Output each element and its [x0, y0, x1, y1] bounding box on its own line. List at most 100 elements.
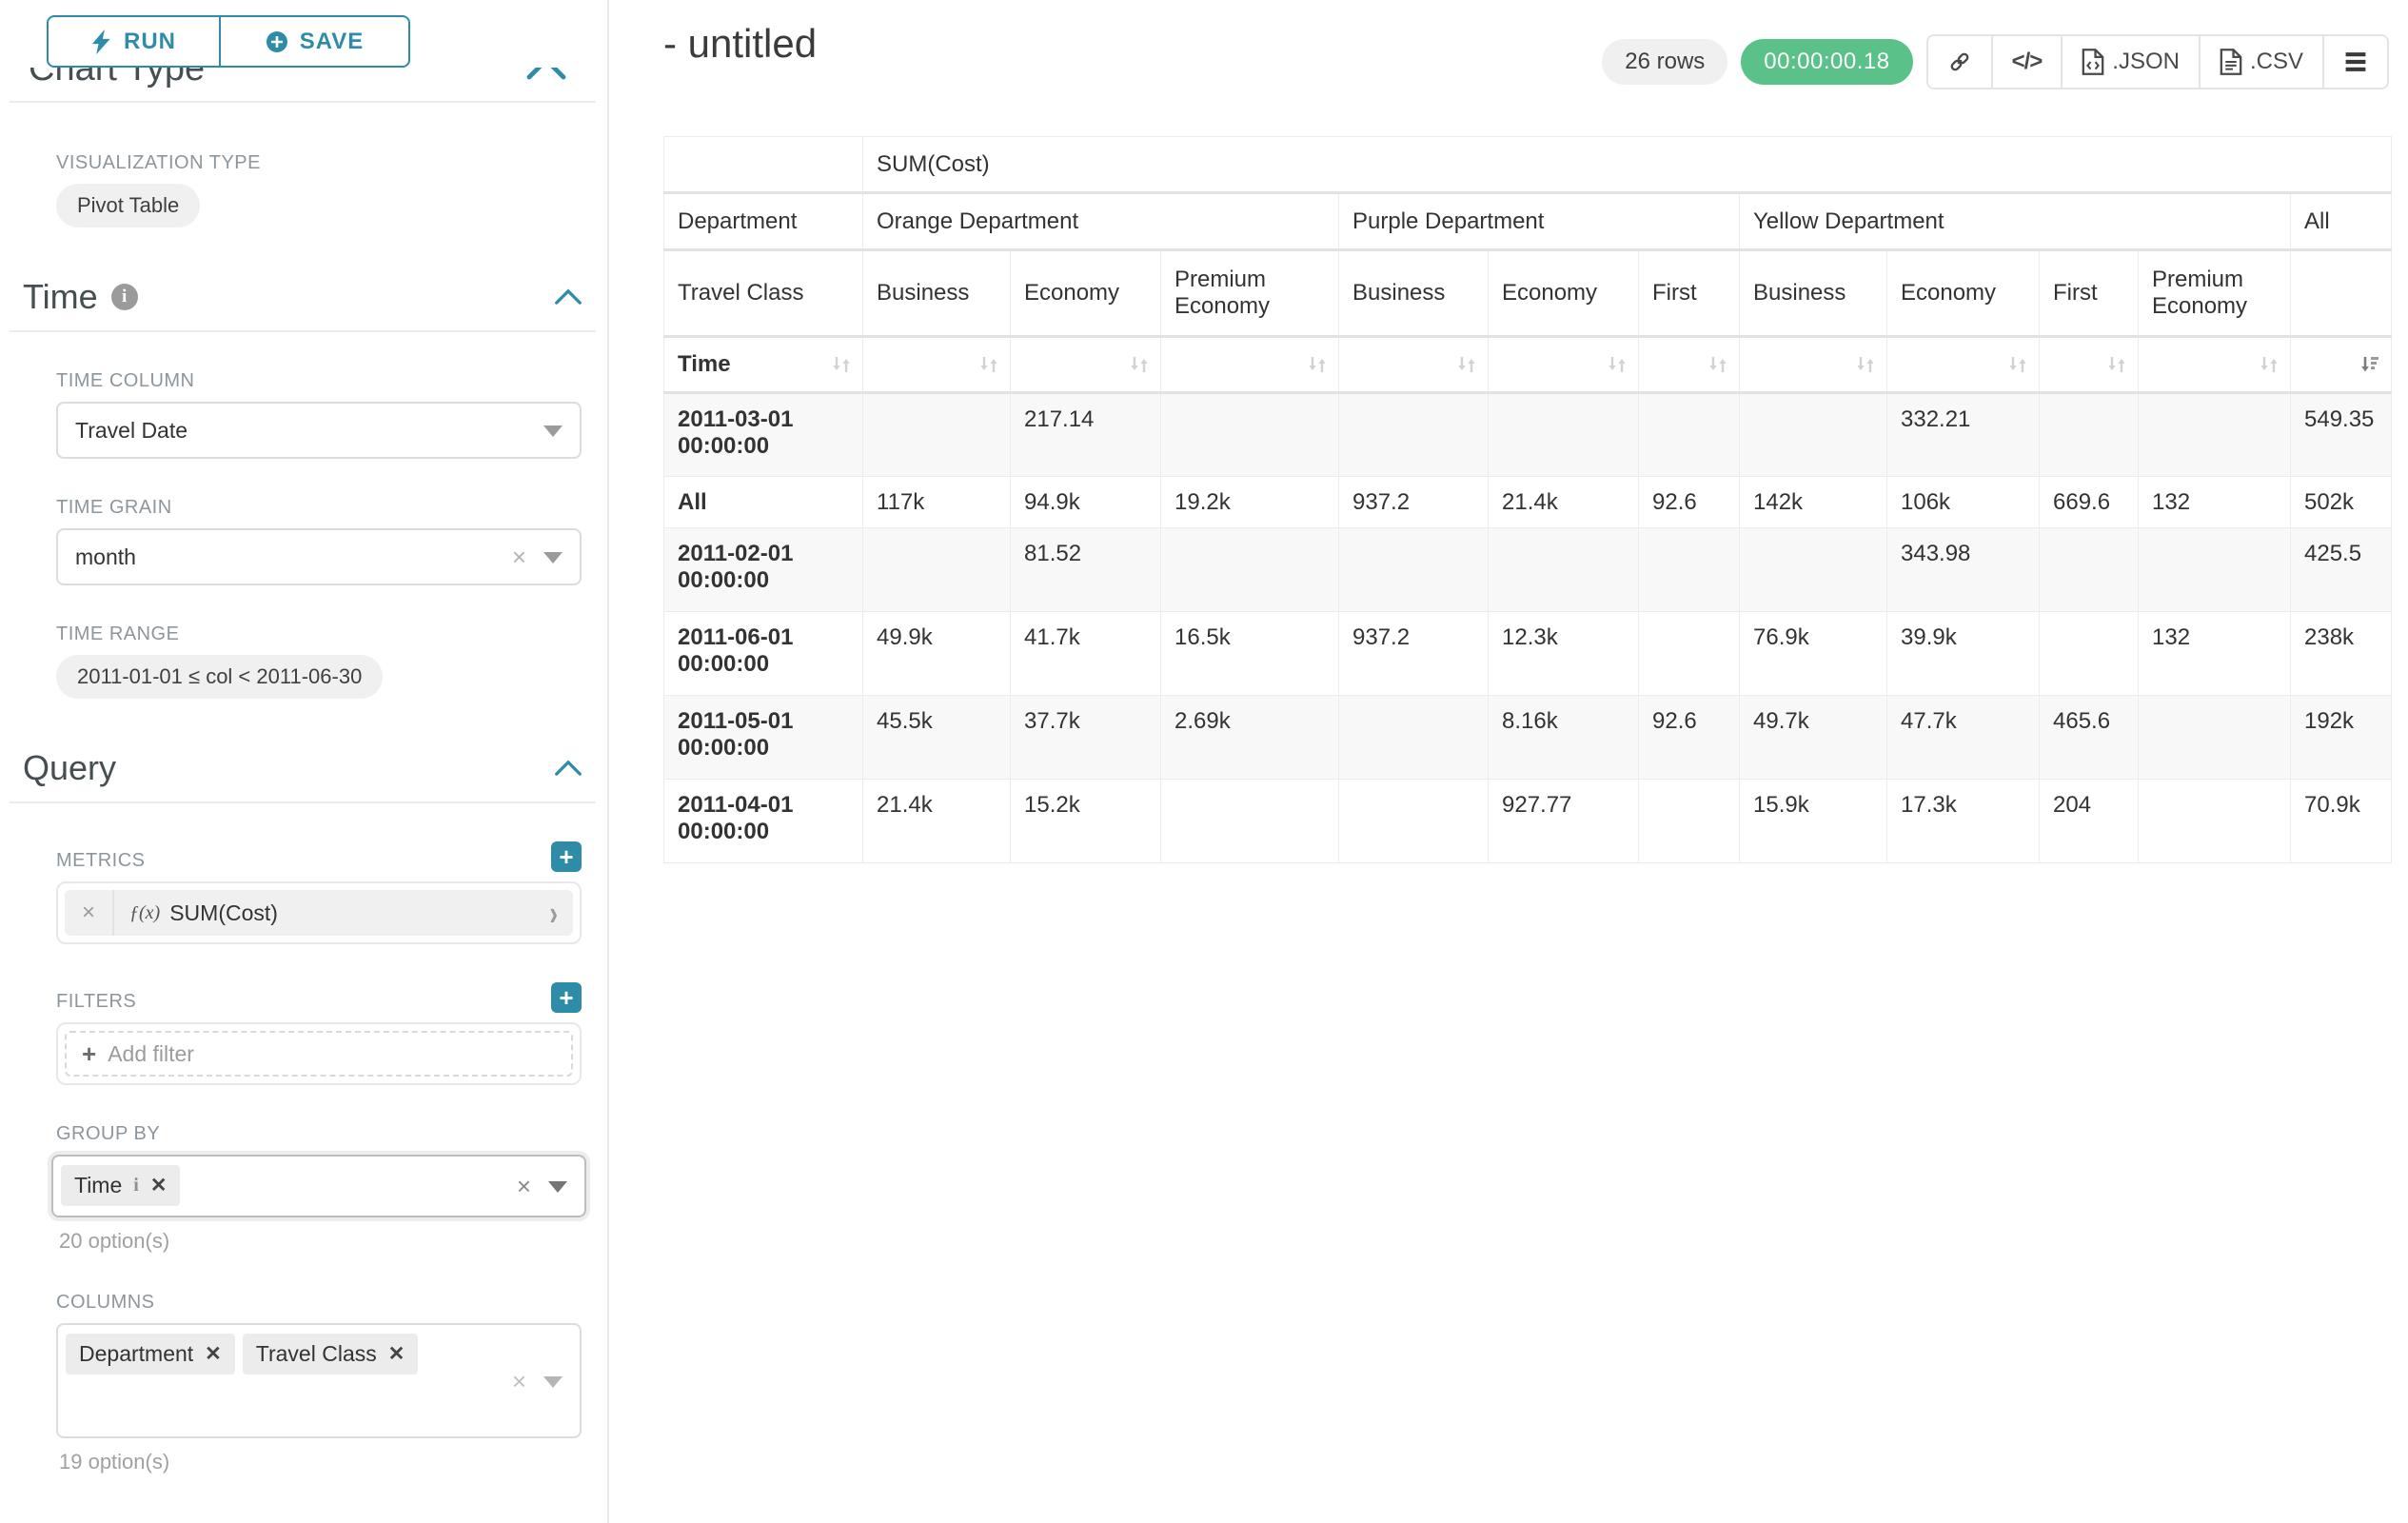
- add-filter-dropzone[interactable]: + Add filter: [65, 1031, 573, 1077]
- chip-label: Time: [74, 1173, 123, 1197]
- value-cell: 217.14: [1010, 392, 1161, 477]
- value-cell: 937.2: [1338, 611, 1489, 696]
- department-group-cell: All: [2290, 192, 2392, 251]
- value-cell: [1739, 527, 1887, 612]
- time-grain-label: TIME GRAIN: [56, 497, 172, 518]
- sort-icon[interactable]: [1707, 353, 1729, 376]
- sort-icon[interactable]: [977, 353, 1000, 376]
- time-column-value: Travel Date: [75, 417, 188, 443]
- viz-type-label: VISUALIZATION TYPE: [56, 152, 261, 173]
- travel-class-cell: Business: [1739, 249, 1887, 338]
- value-cell: 238k: [2290, 611, 2392, 696]
- column-sort-header[interactable]: [862, 336, 1011, 394]
- selected-option-chip[interactable]: Travel Class ✕: [242, 1334, 419, 1375]
- column-sort-header[interactable]: [1160, 336, 1339, 394]
- export-csv-button[interactable]: .CSV: [2200, 36, 2324, 88]
- pivot-table-container: SUM(Cost) Department Orange Department Purp…: [663, 136, 2392, 863]
- time-range-label: TIME RANGE: [56, 623, 180, 644]
- sort-icon[interactable]: [830, 353, 853, 376]
- clear-icon[interactable]: ×: [511, 1366, 526, 1395]
- sort-descending-icon[interactable]: [2359, 353, 2381, 376]
- viz-type-pill[interactable]: Pivot Table: [56, 184, 201, 227]
- add-filter-button[interactable]: +: [551, 982, 582, 1013]
- metrics-box: × ƒ(x) SUM(Cost) ›: [56, 881, 582, 944]
- column-sort-header[interactable]: [2039, 336, 2139, 394]
- travel-class-cell: Premium Economy: [1160, 249, 1339, 338]
- selected-option-chip[interactable]: Department ✕: [66, 1334, 235, 1375]
- add-metric-button[interactable]: +: [551, 841, 582, 872]
- remove-chip-icon[interactable]: ✕: [387, 1343, 405, 1365]
- json-label: .JSON: [2112, 49, 2180, 74]
- value-cell: 39.9k: [1886, 611, 2040, 696]
- remove-chip-icon[interactable]: ✕: [149, 1175, 168, 1197]
- travel-class-cell: Business: [862, 249, 1011, 338]
- remove-metric-icon[interactable]: ×: [65, 890, 114, 936]
- time-sort-header[interactable]: Time: [663, 336, 863, 394]
- clear-icon[interactable]: ×: [511, 543, 526, 571]
- save-button-label: SAVE: [299, 28, 365, 54]
- travel-class-header-cell: Travel Class: [663, 249, 863, 338]
- clear-icon[interactable]: ×: [516, 1172, 531, 1200]
- save-button[interactable]: SAVE: [220, 15, 410, 68]
- column-sort-header[interactable]: [1488, 336, 1639, 394]
- metric-item[interactable]: × ƒ(x) SUM(Cost) ›: [65, 890, 573, 936]
- sort-icon[interactable]: [1606, 353, 1628, 376]
- value-cell: 937.2: [1338, 476, 1489, 528]
- value-cell: [862, 392, 1011, 477]
- selected-option-chip[interactable]: Time i ✕: [61, 1165, 181, 1206]
- export-json-button[interactable]: .JSON: [2063, 36, 2201, 88]
- run-button[interactable]: RUN: [47, 15, 220, 68]
- pivot-table: SUM(Cost) Department Orange Department Purp…: [663, 136, 2392, 863]
- value-cell: 19.2k: [1160, 476, 1339, 528]
- group-by-select[interactable]: Time i ✕ ×: [51, 1155, 586, 1217]
- value-cell: 132: [2138, 611, 2291, 696]
- column-sort-header[interactable]: [2290, 336, 2392, 394]
- group-by-label: GROUP BY: [56, 1123, 161, 1144]
- value-cell: 117k: [862, 476, 1011, 528]
- menu-button[interactable]: [2324, 36, 2387, 88]
- share-link-button[interactable]: [1927, 36, 1993, 88]
- time-section-title: Time: [23, 277, 98, 316]
- value-cell: 502k: [2290, 476, 2392, 528]
- value-cell: [2138, 527, 2291, 612]
- sort-icon[interactable]: [2258, 353, 2280, 376]
- value-cell: [1160, 392, 1339, 477]
- value-cell: 92.6: [1638, 476, 1740, 528]
- columns-select[interactable]: Department ✕ Travel Class ✕ ×: [56, 1323, 582, 1438]
- view-query-button[interactable]: </>: [1992, 36, 2063, 88]
- sort-icon[interactable]: [1455, 353, 1478, 376]
- column-sort-header[interactable]: [1739, 336, 1887, 394]
- column-sort-header[interactable]: [1886, 336, 2040, 394]
- column-sort-header[interactable]: [1338, 336, 1489, 394]
- chart-title[interactable]: - untitled: [663, 21, 818, 66]
- time-grain-select[interactable]: month ×: [56, 528, 582, 585]
- time-section-header: Time i: [23, 277, 582, 317]
- chevron-down-icon: [543, 425, 563, 437]
- column-sort-header[interactable]: [1638, 336, 1740, 394]
- value-cell: 45.5k: [862, 695, 1011, 780]
- value-cell: [2138, 779, 2291, 863]
- panel-scroll-area[interactable]: Chart Type VISUALIZATION TYPE Pivot Tabl…: [0, 68, 605, 1523]
- chart-type-heading: Chart Type: [29, 68, 206, 89]
- sort-icon[interactable]: [1854, 353, 1877, 376]
- chevron-up-icon[interactable]: [525, 68, 567, 81]
- collapse-chevron-icon[interactable]: [554, 288, 582, 306]
- sort-icon[interactable]: [1128, 353, 1151, 376]
- sort-icon[interactable]: [2006, 353, 2029, 376]
- time-range-pill[interactable]: 2011-01-01 ≤ col < 2011-06-30: [56, 655, 384, 699]
- group-by-options-hint: 20 option(s): [59, 1229, 170, 1253]
- sort-icon[interactable]: [1306, 353, 1329, 376]
- travel-class-cell: Economy: [1886, 249, 2040, 338]
- collapse-chevron-icon[interactable]: [554, 760, 582, 777]
- remove-chip-icon[interactable]: ✕: [205, 1343, 222, 1365]
- sort-icon[interactable]: [2105, 353, 2128, 376]
- time-column-select[interactable]: Travel Date: [56, 402, 582, 459]
- value-cell: 81.52: [1010, 527, 1161, 612]
- json-file-icon: [2082, 49, 2104, 75]
- column-sort-header[interactable]: [2138, 336, 2291, 394]
- value-cell: 49.9k: [862, 611, 1011, 696]
- chevron-right-icon[interactable]: ›: [549, 892, 558, 933]
- column-sort-header[interactable]: [1010, 336, 1161, 394]
- department-group-cell: Orange Department: [862, 192, 1339, 251]
- value-cell: 15.9k: [1739, 779, 1887, 863]
